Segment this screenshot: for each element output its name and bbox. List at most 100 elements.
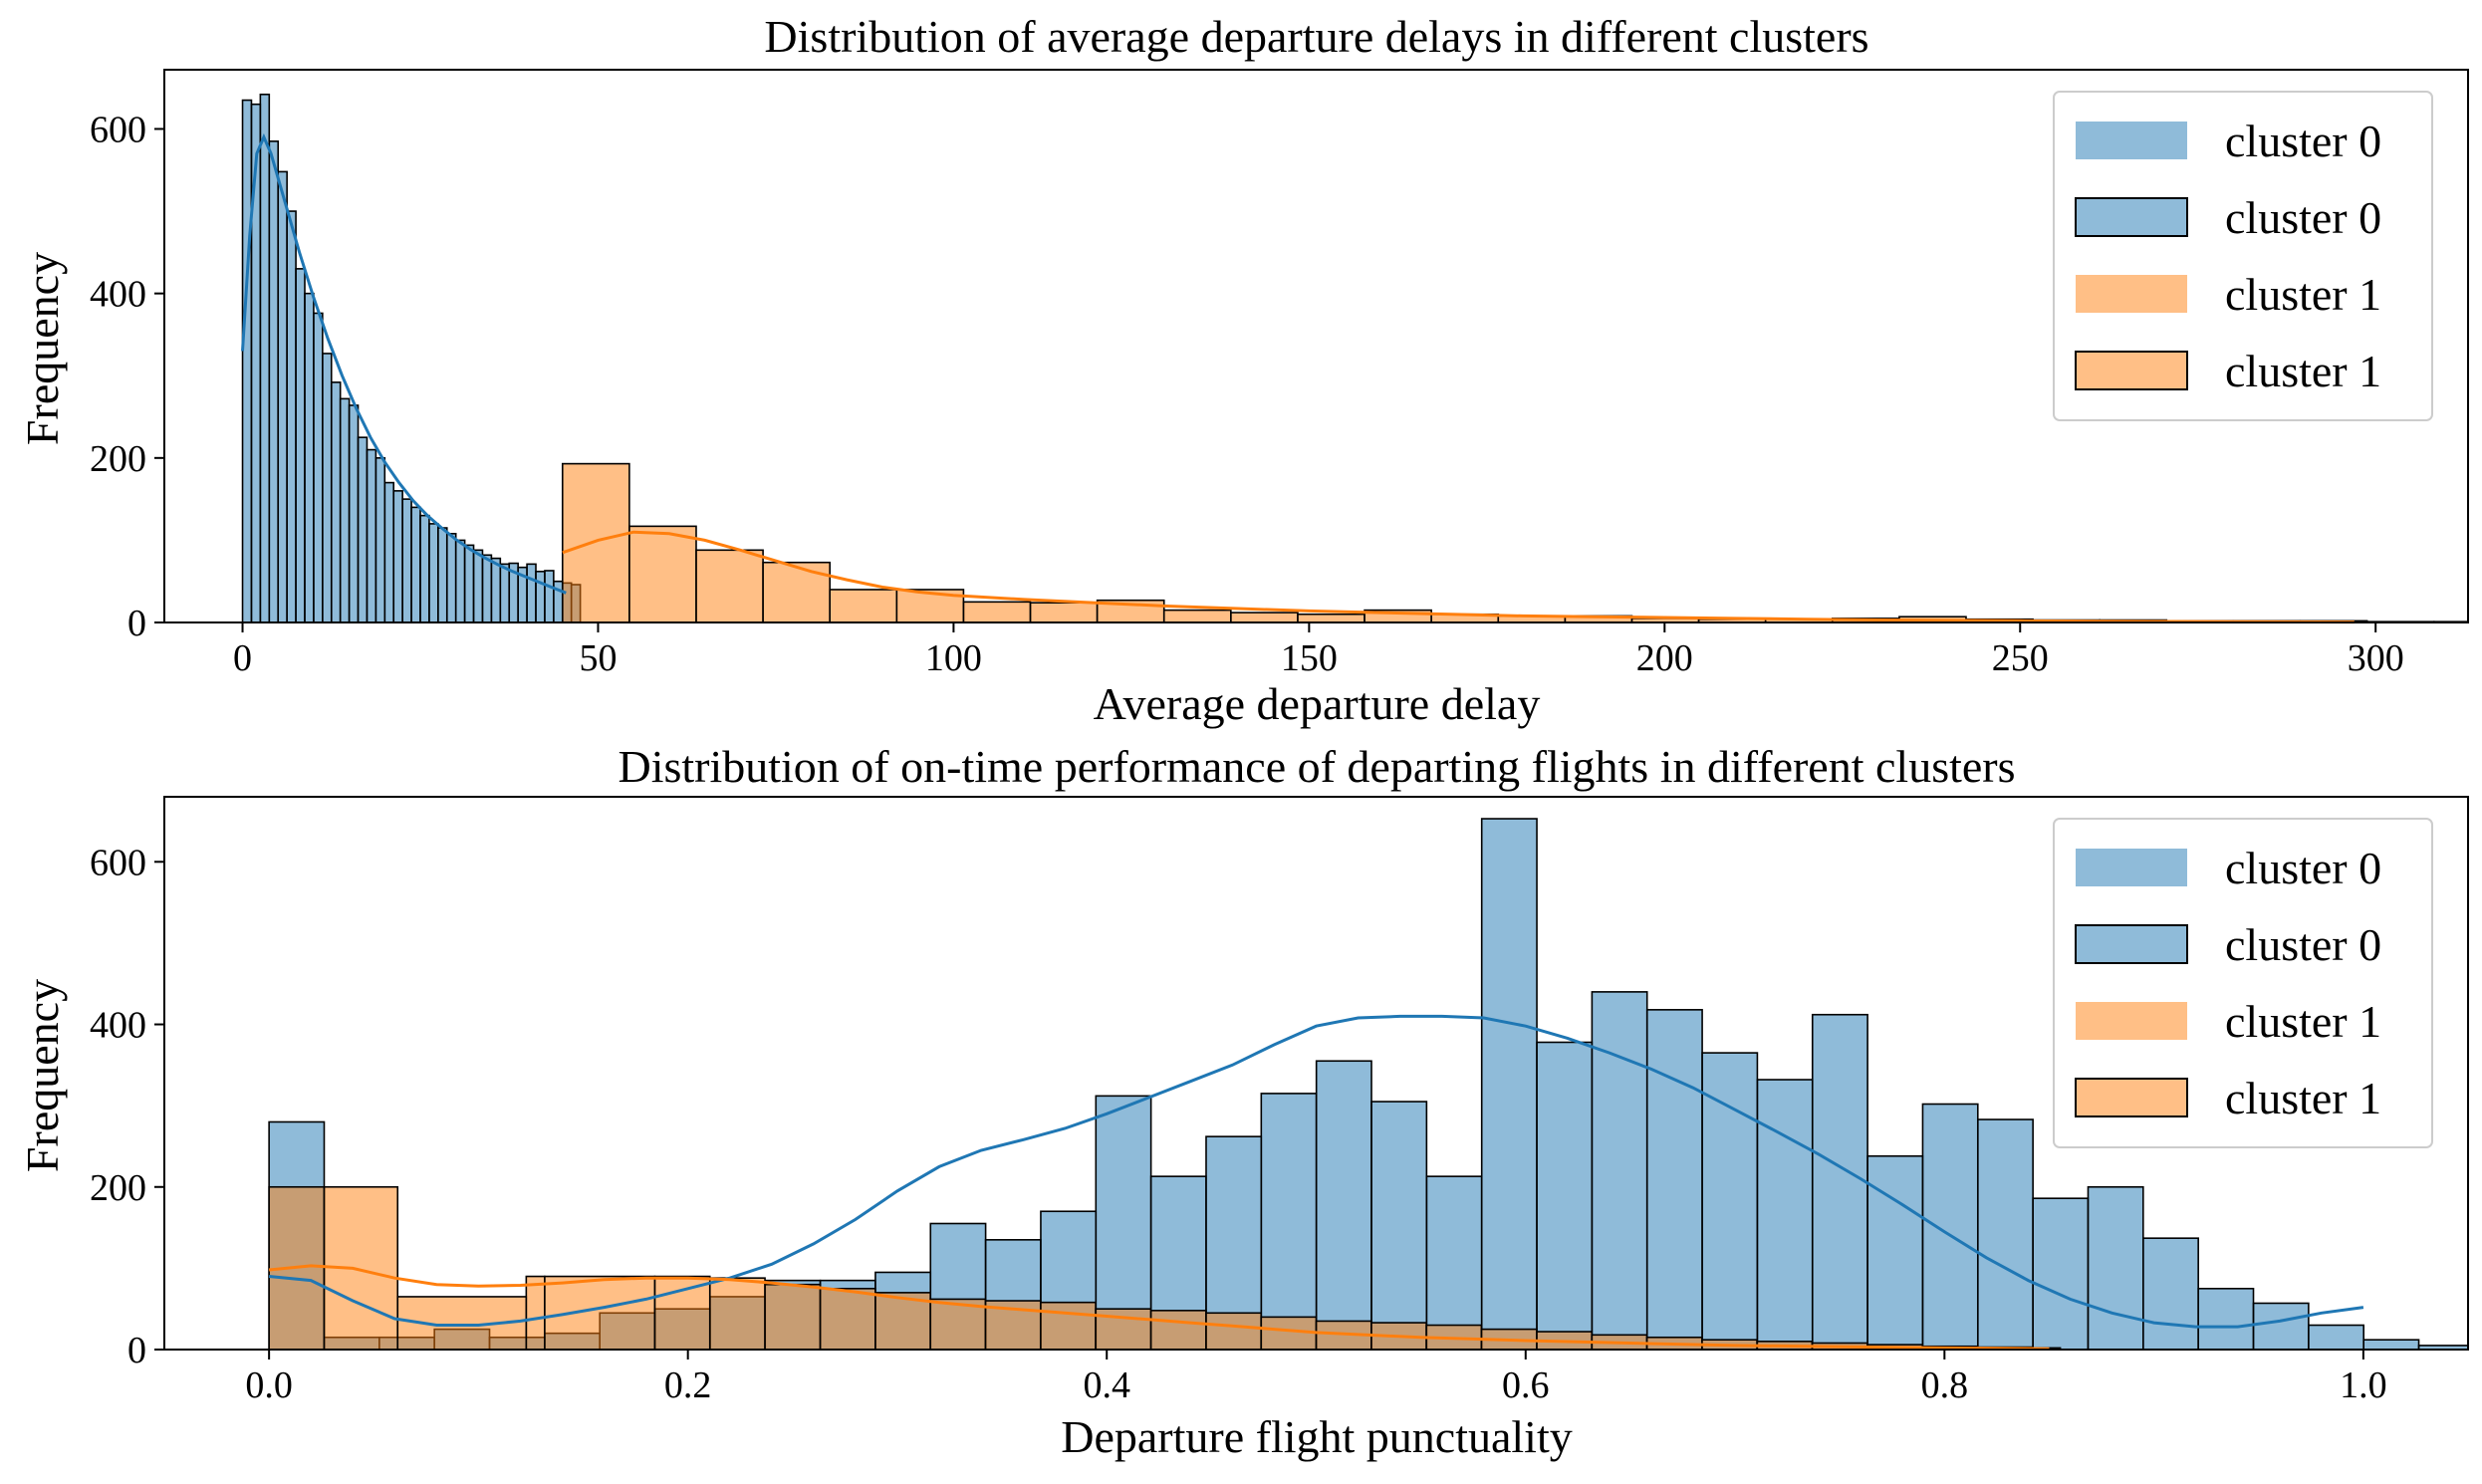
bar-cluster-0 [1095, 1095, 1152, 1351]
bar-cluster-1 [1297, 613, 1365, 623]
bar-cluster-1 [764, 1283, 822, 1351]
bar-cluster-1 [1205, 1312, 1262, 1351]
legend-label: cluster 0 [2225, 919, 2381, 970]
legend-swatch-cluster-1-edge [2075, 1078, 2188, 1117]
bar-cluster-0 [1976, 1118, 2034, 1351]
axes-ticks: 0 50 100 150 200 250 300 0 200 400 600 [90, 109, 2404, 679]
legend-label: cluster 1 [2225, 269, 2381, 320]
bar-cluster-0 [1260, 1093, 1318, 1351]
x-tick-label: 0.4 [1083, 1364, 1130, 1406]
bar-cluster-0 [1591, 991, 1648, 1351]
bar-cluster-0 [330, 381, 342, 623]
legend: cluster 0 cluster 0 cluster 1 cluster 1 [2053, 91, 2433, 421]
x-tick-label: 300 [2348, 637, 2404, 679]
bar-cluster-1 [561, 462, 630, 623]
bar-cluster-0 [1645, 1009, 1703, 1351]
chart-departure-delay: Distribution of average departure delays… [17, 11, 2469, 729]
legend-swatch-cluster-0-edge [2075, 197, 2188, 237]
legend-label: cluster 0 [2225, 192, 2381, 243]
y-tick-label: 200 [90, 438, 146, 480]
y-tick-label: 600 [90, 109, 146, 150]
x-tick-label: 200 [1636, 637, 1693, 679]
bar-cluster-0 [437, 527, 448, 623]
legend: cluster 0 cluster 0 cluster 1 cluster 1 [2053, 818, 2433, 1148]
axes-ticks: 0.0 0.2 0.4 0.6 0.8 1.0 0 200 400 600 [90, 842, 2387, 1406]
x-tick-label: 0.8 [1921, 1364, 1969, 1406]
bar-cluster-0 [241, 99, 253, 623]
bar-cluster-0 [357, 436, 369, 623]
bar-cluster-0 [304, 292, 315, 623]
bar-cluster-1 [525, 1275, 546, 1351]
plot-frame [163, 69, 2469, 623]
plot-frame [163, 796, 2469, 1351]
chart-title: Distribution of on-time performance of d… [618, 741, 2015, 792]
bar-cluster-0 [2087, 1185, 2144, 1351]
kde-line-cluster-1 [268, 1264, 2050, 1351]
y-tick-label: 200 [90, 1167, 146, 1209]
bar-cluster-1 [653, 1275, 711, 1351]
bar-cluster-0 [1480, 818, 1538, 1351]
legend-box [2053, 91, 2433, 421]
bar-cluster-1 [1039, 1301, 1097, 1351]
bar-cluster-0 [481, 554, 493, 623]
x-tick-label: 50 [579, 637, 617, 679]
bar-cluster-0 [295, 268, 306, 623]
histogram-bars [241, 93, 2469, 623]
y-axis-label: Frequency [17, 252, 68, 445]
legend-label: cluster 1 [2225, 1073, 2381, 1123]
kde-curves [268, 1014, 2364, 1351]
bar-cluster-0 [1315, 1060, 1372, 1351]
y-tick-label: 400 [90, 274, 146, 316]
legend-label: cluster 1 [2225, 346, 2381, 396]
y-tick-label: 600 [90, 842, 146, 883]
bar-cluster-1 [929, 1298, 987, 1351]
x-tick-label: 250 [1992, 637, 2049, 679]
bar-cluster-0 [428, 523, 439, 623]
bar-cluster-0 [339, 397, 351, 623]
bar-cluster-0 [445, 533, 457, 623]
bar-cluster-0 [535, 570, 546, 623]
bar-cluster-1 [829, 589, 898, 623]
x-tick-label: 150 [1281, 637, 1338, 679]
bar-cluster-0 [544, 570, 555, 623]
bar-cluster-0 [1866, 1154, 1924, 1351]
bar-cluster-1 [1230, 612, 1299, 623]
bar-cluster-0 [374, 457, 386, 623]
x-tick-label: 1.0 [2340, 1364, 2387, 1406]
kde-line-cluster-0 [241, 132, 567, 595]
bar-cluster-0 [366, 448, 377, 623]
bar-cluster-0 [268, 140, 280, 623]
legend-box [2053, 818, 2433, 1148]
bar-cluster-0 [1370, 1101, 1428, 1351]
bar-cluster-0 [2362, 1339, 2420, 1351]
bar-cluster-0 [259, 93, 271, 623]
x-tick-label: 0.0 [245, 1364, 293, 1406]
legend-swatch-cluster-0 [2076, 849, 2187, 886]
histogram-bars [268, 818, 2469, 1351]
y-tick-label: 0 [127, 1330, 146, 1371]
x-tick-label: 100 [925, 637, 982, 679]
bar-cluster-0 [472, 549, 484, 623]
y-axis-label: Frequency [17, 979, 68, 1172]
x-tick-label: 0 [233, 637, 252, 679]
legend-label: cluster 0 [2225, 116, 2381, 166]
bar-cluster-0 [1756, 1079, 1814, 1351]
bar-cluster-0 [383, 481, 395, 623]
bar-cluster-0 [2142, 1237, 2199, 1351]
bar-cluster-0 [2308, 1324, 2364, 1351]
bar-cluster-1 [1029, 602, 1099, 623]
bar-cluster-1 [962, 601, 1032, 623]
x-axis-label: Average departure delay [1094, 678, 1541, 729]
bar-cluster-0 [250, 103, 262, 623]
chart-punctuality: Distribution of on-time performance of d… [17, 741, 2469, 1462]
bar-cluster-0 [419, 514, 430, 623]
bar-cluster-1 [708, 1277, 766, 1351]
bar-cluster-0 [1536, 1041, 1594, 1351]
legend-swatch-cluster-0-edge [2075, 924, 2188, 964]
bar-cluster-0 [410, 506, 421, 623]
bar-cluster-0 [1701, 1052, 1759, 1351]
legend-swatch-cluster-1-edge [2075, 351, 2188, 390]
bar-cluster-0 [286, 210, 297, 623]
bar-cluster-0 [1921, 1103, 1979, 1351]
x-tick-label: 0.2 [664, 1364, 712, 1406]
